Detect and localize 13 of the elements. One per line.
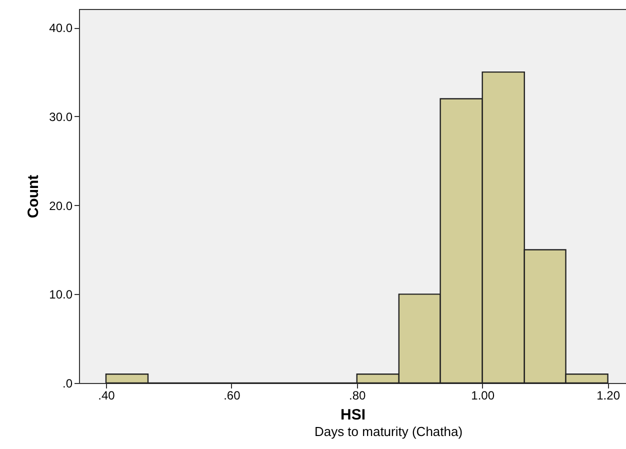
x-tick-label: .60 [224,388,241,402]
y-tick-label: 40.0 [49,21,73,36]
y-axis-title: Count [25,174,42,218]
y-tick-label: .0 [62,376,73,390]
x-tick-label: 1.20 [596,388,620,402]
y-tick-label: 20.0 [49,198,73,213]
y-tick-label: 10.0 [49,288,73,302]
x-tick-label: .40 [98,388,116,402]
text: Days to maturity (Chatha) [314,424,463,439]
x-axis-title: HSI [340,406,366,424]
x-tick-label: 1.00 [471,388,495,402]
x-tick-label: .80 [349,388,366,402]
y-tick-label: 30.0 [49,110,73,124]
